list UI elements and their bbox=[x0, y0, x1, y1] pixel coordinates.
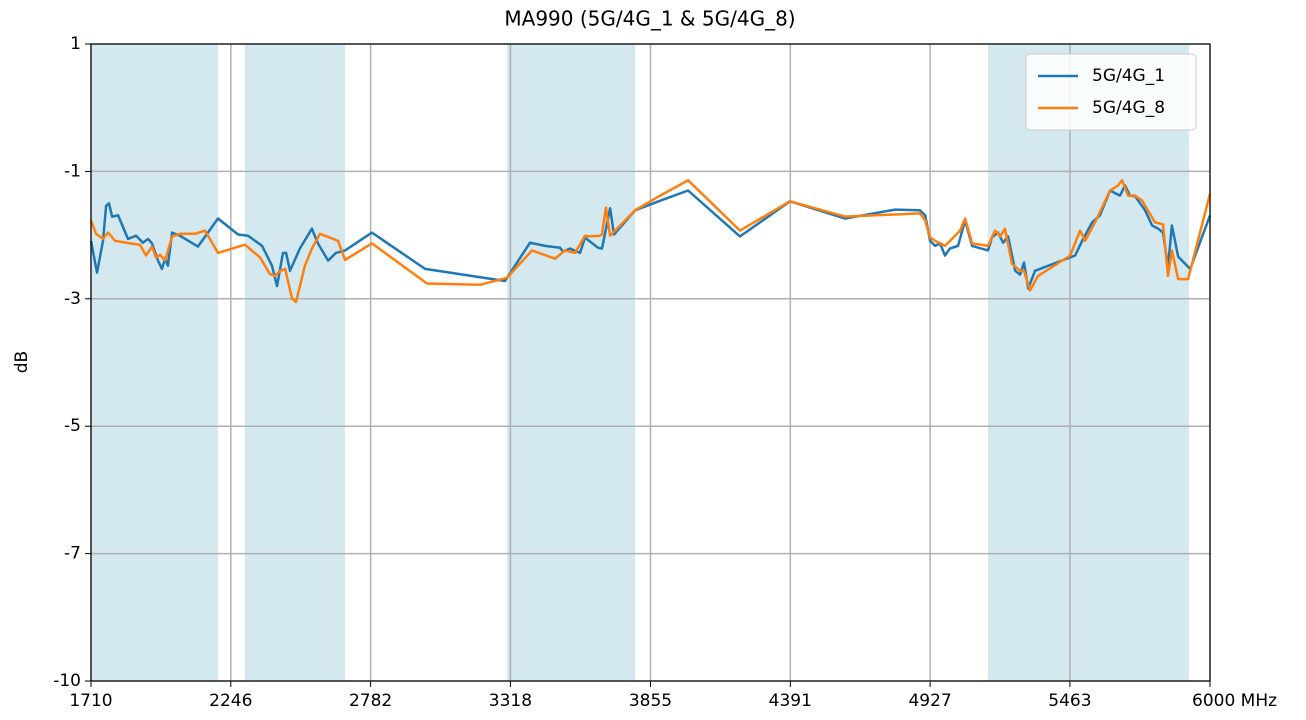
x-tick-label: 3855 bbox=[629, 691, 672, 711]
legend-label: 5G/4G_8 bbox=[1092, 98, 1165, 118]
shaded-band bbox=[988, 44, 1190, 681]
data-line bbox=[89, 184, 1212, 290]
legend: 5G/4G_1 5G/4G_8 bbox=[1025, 53, 1197, 131]
data-line bbox=[89, 179, 1212, 304]
x-tick-label: 4391 bbox=[769, 691, 812, 711]
chart-title: MA990 (5G/4G_1 & 5G/4G_8) bbox=[504, 7, 795, 31]
legend-box bbox=[1025, 53, 1197, 131]
plot-frame bbox=[90, 43, 1211, 682]
y-tick-label: -1 bbox=[64, 161, 81, 181]
shaded-band bbox=[91, 44, 219, 681]
y-tick-label: -10 bbox=[53, 671, 81, 691]
x-tick-label: 1710 bbox=[69, 691, 112, 711]
shaded-band bbox=[507, 44, 636, 681]
y-tick-label: -5 bbox=[64, 416, 81, 436]
y-tick-label: 1 bbox=[70, 34, 81, 54]
shaded-band bbox=[244, 44, 346, 681]
y-tick-label: -3 bbox=[64, 289, 81, 309]
x-tick-label: 2782 bbox=[349, 691, 392, 711]
x-tick-label: 5463 bbox=[1048, 691, 1091, 711]
x-tick-label: 6000 MHz bbox=[1192, 691, 1277, 711]
y-tick-label: -7 bbox=[64, 544, 81, 564]
x-tick-label: 2246 bbox=[209, 691, 252, 711]
y-axis-label: dB bbox=[12, 351, 32, 373]
legend-label: 5G/4G_1 bbox=[1092, 66, 1165, 86]
x-tick-label: 3318 bbox=[489, 691, 532, 711]
x-tick-label: 4927 bbox=[908, 691, 951, 711]
